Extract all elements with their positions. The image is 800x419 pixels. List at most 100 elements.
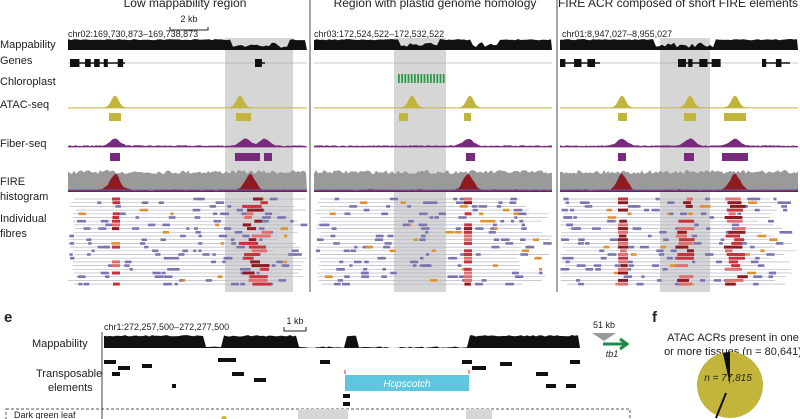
chloroplast-block: [442, 74, 445, 83]
fibre-element: [180, 234, 186, 238]
fibre-element: [430, 279, 438, 282]
fibre-element: [608, 219, 613, 223]
fibre-element: [752, 197, 761, 201]
fibre-element: [454, 231, 462, 234]
fibre-element: [514, 216, 518, 219]
fibre-element: [382, 268, 386, 271]
fibre-element: [509, 201, 517, 204]
atac-seq-track: [68, 95, 307, 108]
fiber-seq-track: [68, 138, 307, 147]
fibre-element: [680, 212, 688, 216]
fire-element: [464, 282, 471, 286]
fire-element: [619, 219, 627, 223]
transposable-element: [472, 366, 486, 370]
fibre-element: [194, 227, 198, 230]
fibre-element: [431, 249, 436, 253]
fibre-element: [438, 212, 446, 216]
fibre-element: [715, 260, 723, 264]
fibre-element: [749, 201, 758, 204]
fire-element: [727, 201, 742, 205]
fire-coverage-track: [560, 170, 798, 192]
fibre-element: [628, 268, 632, 271]
fibre-element: [732, 223, 740, 227]
fire-element: [252, 282, 272, 286]
fibre-element: [503, 208, 510, 212]
fire-element: [112, 219, 120, 223]
pie-pointer: [715, 392, 727, 419]
fibre-element: [472, 208, 478, 212]
fire-element: [728, 260, 739, 264]
fibre-element: [291, 249, 299, 253]
fibre-element: [98, 227, 107, 230]
fibre-element: [375, 234, 384, 238]
fibre-element: [513, 212, 519, 216]
fibre-element: [354, 260, 362, 264]
fibre-element: [459, 205, 468, 208]
fibre-element: [198, 249, 202, 253]
fire-element: [112, 197, 120, 201]
fibre-element: [315, 249, 321, 253]
track-label-chloroplast: Chloroplast: [0, 76, 56, 88]
fire-element: [464, 278, 472, 282]
fibre-element: [240, 282, 246, 286]
fibre-element: [521, 227, 527, 230]
fire-element: [677, 253, 695, 256]
fibre-element: [457, 264, 462, 267]
fire-element: [112, 260, 120, 264]
panel-e-scale-label: 1 kb: [286, 316, 303, 326]
fire-element: [620, 249, 627, 253]
fibre-element: [168, 216, 176, 219]
fiber-seq-track: [560, 138, 798, 147]
fibre-element: [510, 219, 515, 223]
fibre-element: [757, 264, 765, 267]
fibre-element: [361, 275, 370, 278]
fibre-element: [488, 231, 496, 234]
fibre-element: [402, 223, 410, 227]
fibre-element: [737, 212, 742, 216]
fibre-element: [381, 212, 389, 216]
fire-element: [687, 249, 694, 253]
fibre-element: [567, 223, 573, 227]
chloroplast-block: [430, 74, 432, 83]
fire-element: [464, 201, 472, 205]
fibre-element: [83, 282, 90, 286]
gene-exon: [255, 59, 262, 67]
fibre-element: [192, 208, 201, 212]
fibre-element: [456, 201, 462, 204]
fibre-element: [70, 256, 75, 260]
fibre-element: [331, 227, 337, 230]
gene-exon: [688, 59, 693, 67]
fire-element: [724, 245, 743, 249]
fibre-element: [655, 197, 660, 201]
fibre-element: [384, 242, 392, 245]
fibre-element: [349, 264, 353, 267]
track-label-indiv-2: fibres: [0, 228, 27, 240]
fibre-element: [186, 227, 190, 230]
fibre-element: [325, 223, 330, 227]
fibre-element: [576, 264, 586, 267]
fibre-element: [513, 208, 523, 212]
fire-element: [260, 201, 268, 205]
fibre-element: [105, 223, 114, 227]
fire-element: [618, 201, 628, 205]
fire-element: [112, 264, 120, 268]
fibre-element: [243, 268, 251, 271]
fibre-element: [603, 245, 610, 249]
fibre-element: [520, 253, 529, 256]
fibre-element: [152, 249, 159, 253]
fire-element: [676, 256, 694, 260]
fibre-element: [423, 201, 432, 204]
transposable-element: [232, 372, 244, 376]
panel-e-letter: e: [4, 309, 12, 326]
fire-element: [735, 227, 746, 231]
fibre-element: [429, 216, 434, 219]
fibre-element: [691, 234, 698, 238]
fibre-element: [639, 245, 649, 249]
fibre-element: [505, 282, 514, 286]
fibre-element: [87, 253, 91, 256]
fibre-element: [178, 253, 185, 256]
fibre-element: [336, 268, 340, 271]
fibre-element: [656, 249, 664, 253]
fire-element: [464, 256, 472, 260]
fibre-element: [688, 212, 693, 216]
